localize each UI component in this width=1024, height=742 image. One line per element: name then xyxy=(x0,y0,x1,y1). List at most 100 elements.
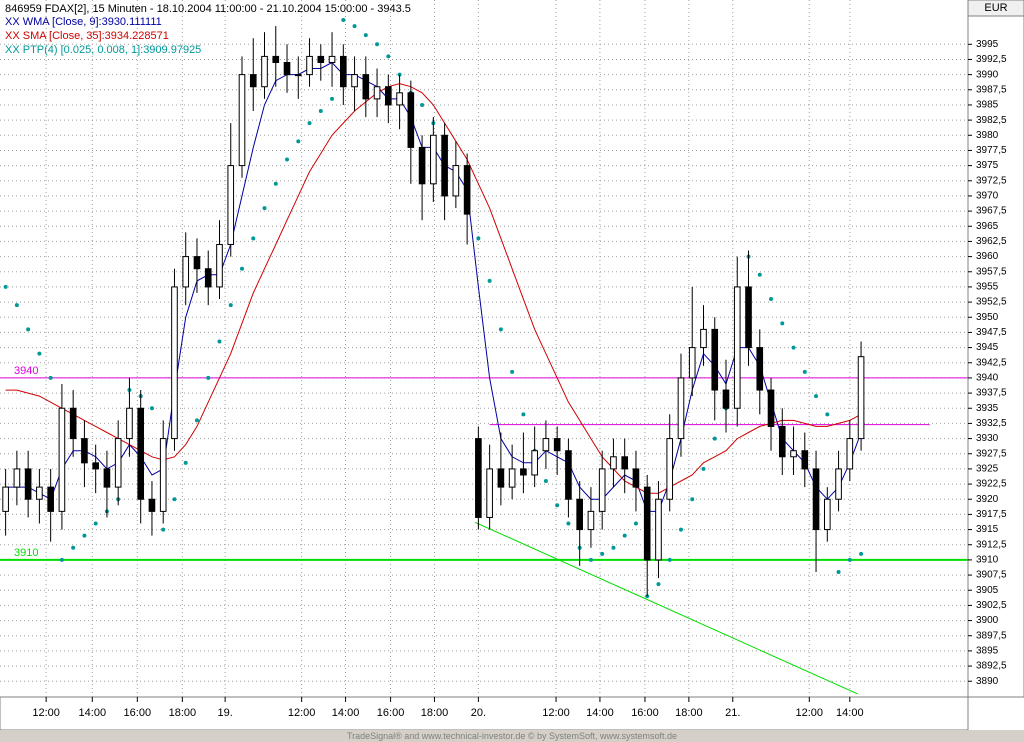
candle-body xyxy=(385,86,392,106)
sar-dot xyxy=(82,533,87,538)
candle-body xyxy=(193,256,201,270)
candle-body xyxy=(317,55,325,63)
x-tick-label: 20. xyxy=(471,707,486,719)
candle-body xyxy=(835,468,842,500)
sar-dot xyxy=(712,436,717,441)
legend-entry: XX PTP(4) [0.025, 0.008, 1]:3909.97925 xyxy=(5,44,201,56)
candle-body xyxy=(137,407,145,500)
sar-dot xyxy=(802,369,807,374)
candle-body xyxy=(396,92,403,106)
sar-dot xyxy=(161,527,166,532)
candle-body xyxy=(182,256,190,288)
sar-dot xyxy=(262,206,267,211)
candle-body xyxy=(745,286,752,349)
candle-body xyxy=(700,328,707,349)
candle-body xyxy=(587,510,595,531)
sar-dot xyxy=(251,236,256,241)
reference-label: 3940 xyxy=(14,365,38,377)
sar-dot xyxy=(588,557,593,562)
candle-body xyxy=(36,486,43,500)
chart-title: 846959 FDAX[2], 15 Minuten - 18.10.2004 … xyxy=(5,3,411,15)
x-tick-label: 14:00 xyxy=(836,707,864,719)
sar-dot xyxy=(194,418,199,423)
sar-dot xyxy=(363,33,368,38)
sar-dot xyxy=(3,284,8,289)
sar-dot xyxy=(217,339,222,344)
candle-body xyxy=(362,74,370,100)
x-tick-label: 12:00 xyxy=(288,707,316,719)
candle-body xyxy=(261,55,268,88)
y-tick-label: 3915 xyxy=(976,524,999,535)
y-tick-label: 3932,5 xyxy=(976,418,1007,429)
y-tick-label: 3962,5 xyxy=(976,236,1007,247)
y-tick-label: 3985 xyxy=(976,100,999,111)
candle-body xyxy=(272,55,280,63)
candle-body xyxy=(441,134,448,197)
y-tick-label: 3957,5 xyxy=(976,266,1007,277)
candle-body xyxy=(553,438,561,452)
currency: EUR xyxy=(984,2,1007,14)
y-tick-label: 3940 xyxy=(976,373,999,384)
sar-dot xyxy=(318,109,323,114)
candle-body xyxy=(407,92,415,148)
y-tick-label: 3910 xyxy=(976,555,999,566)
y-tick-label: 3987,5 xyxy=(976,84,1007,95)
y-tick-label: 3907,5 xyxy=(976,570,1007,581)
sar-dot xyxy=(791,345,796,350)
candle-body xyxy=(227,165,235,245)
candle-body xyxy=(688,347,696,379)
currency-box xyxy=(967,0,1024,17)
x-axis-panel xyxy=(0,696,969,731)
candle-body xyxy=(103,468,111,488)
candle-body xyxy=(13,468,21,488)
y-tick-label: 3977,5 xyxy=(976,145,1007,156)
sar-dot xyxy=(836,570,841,575)
candle-body xyxy=(204,268,212,288)
sar-dot xyxy=(285,157,290,162)
candle-body xyxy=(486,468,493,518)
candle-body xyxy=(508,468,516,488)
y-tick-label: 3952,5 xyxy=(976,297,1007,308)
y-tick-label: 3895 xyxy=(976,646,999,657)
sar-dot xyxy=(757,272,762,277)
sar-dot xyxy=(859,551,864,556)
sar-dot xyxy=(71,545,76,550)
sar-dot xyxy=(273,181,278,186)
sar-dot xyxy=(510,369,515,374)
sar-dot xyxy=(498,327,503,332)
y-tick-label: 3980 xyxy=(976,130,999,141)
sar-dot xyxy=(825,412,830,417)
y-tick-label: 3912,5 xyxy=(976,539,1007,550)
candle-body xyxy=(475,438,482,518)
x-tick-label: 14:00 xyxy=(332,707,360,719)
candle-body xyxy=(531,450,538,476)
candle-body xyxy=(58,407,66,512)
sar-dot xyxy=(206,375,211,380)
y-tick-label: 3927,5 xyxy=(976,448,1007,459)
sar-dot xyxy=(487,278,492,283)
candle-body xyxy=(801,450,809,470)
candle-body xyxy=(238,74,246,167)
candle-body xyxy=(666,438,674,500)
y-tick-label: 3945 xyxy=(976,342,999,353)
plot-area: 3940 3910 xyxy=(0,0,968,697)
candle-body xyxy=(430,134,437,185)
x-tick-label: 16:00 xyxy=(124,707,152,719)
sar-dot xyxy=(656,582,661,587)
y-tick-label: 3920 xyxy=(976,494,999,505)
y-tick-label: 3905 xyxy=(976,585,999,596)
sar-dot xyxy=(37,351,42,356)
y-tick-label: 3972,5 xyxy=(976,175,1007,186)
sar-dot xyxy=(26,327,31,332)
candle-body xyxy=(2,486,9,512)
candle-body xyxy=(69,407,77,440)
y-tick-label: 3935 xyxy=(976,403,999,414)
candle-body xyxy=(328,55,336,63)
sar-dot xyxy=(14,303,19,308)
sar-dot xyxy=(240,266,244,271)
candle-body xyxy=(92,462,99,470)
candle-body xyxy=(216,243,223,288)
indicator-line xyxy=(5,83,862,494)
x-tick-label: 18:00 xyxy=(675,707,703,719)
